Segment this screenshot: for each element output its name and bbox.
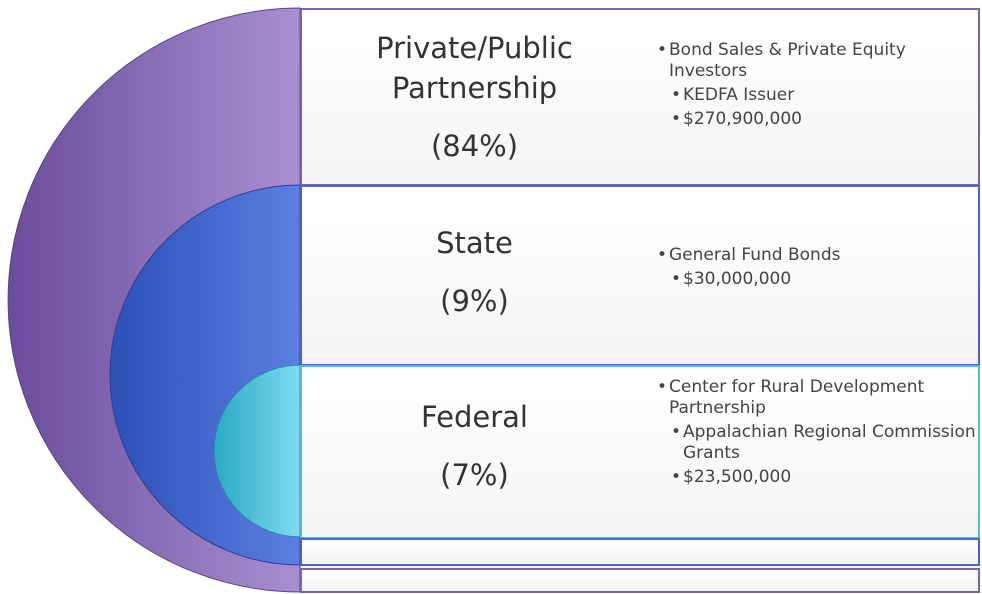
bullet: $30,000,000 bbox=[671, 269, 977, 290]
percent: (84%) bbox=[430, 129, 519, 163]
bullet: KEDFA Issuer bbox=[671, 85, 977, 106]
bullets: Center for Rural Development Partnership… bbox=[657, 377, 977, 491]
row-box: State (9%) General Fund Bonds $30,000,000 bbox=[300, 185, 980, 366]
row-title: Private/Public Partnership (84%) bbox=[302, 28, 647, 166]
percent: (9%) bbox=[440, 284, 509, 318]
bullet: $270,900,000 bbox=[671, 109, 977, 130]
bullets: General Fund Bonds $30,000,000 bbox=[657, 245, 977, 293]
bullet: General Fund Bonds bbox=[657, 245, 977, 266]
title-line: Partnership bbox=[391, 71, 558, 105]
row-title: Federal (7%) bbox=[302, 397, 647, 495]
title-line: Federal bbox=[421, 400, 528, 434]
strip bbox=[300, 568, 980, 593]
bullet: $23,500,000 bbox=[671, 467, 977, 488]
title-line: Private/Public bbox=[376, 31, 573, 65]
inner-arc bbox=[213, 364, 301, 538]
bullet: Center for Rural Development Partnership bbox=[657, 377, 977, 419]
bullets: Bond Sales & Private Equity Investors KED… bbox=[657, 40, 977, 133]
strip bbox=[300, 538, 980, 566]
percent: (7%) bbox=[440, 458, 509, 492]
bullet: Appalachian Regional Commission Grants bbox=[671, 422, 977, 464]
title-line: State bbox=[436, 226, 513, 260]
row-box: Federal (7%) Center for Rural Development… bbox=[300, 365, 980, 539]
bullet: Bond Sales & Private Equity Investors bbox=[657, 40, 977, 82]
row-box: Private/Public Partnership (84%) Bond Sale… bbox=[300, 8, 980, 186]
row-title: State (9%) bbox=[302, 223, 647, 321]
